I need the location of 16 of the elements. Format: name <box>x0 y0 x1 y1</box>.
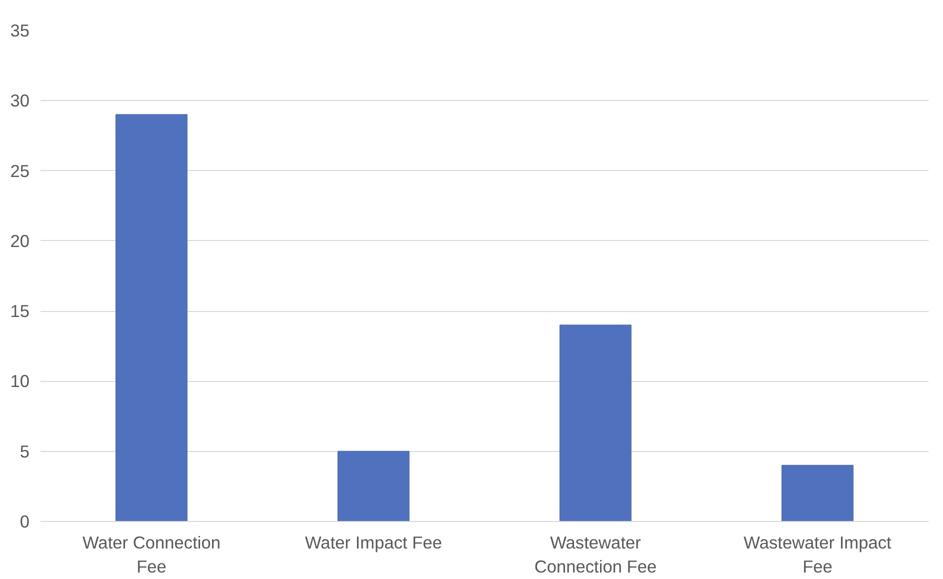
x-tick-label: Water Connection Fee <box>82 532 221 576</box>
x-tick-label: Water Impact Fee <box>304 532 442 552</box>
bar <box>115 114 188 522</box>
y-tick-label: 10 <box>10 371 30 392</box>
bar <box>781 464 854 522</box>
y-tick-label: 5 <box>20 441 30 462</box>
x-tick-label: Wastewater Connection Fee <box>534 532 657 576</box>
y-tick-label: 35 <box>10 20 30 40</box>
y-tick-label: 30 <box>10 90 30 111</box>
y-tick-label: 0 <box>20 512 30 532</box>
y-tick-label: 20 <box>10 230 30 251</box>
bar <box>559 324 632 522</box>
y-tick-label: 25 <box>10 160 30 181</box>
bar <box>337 450 410 522</box>
y-tick-label: 15 <box>10 301 30 322</box>
x-tick-label: Wastewater Impact Fee <box>744 532 892 576</box>
